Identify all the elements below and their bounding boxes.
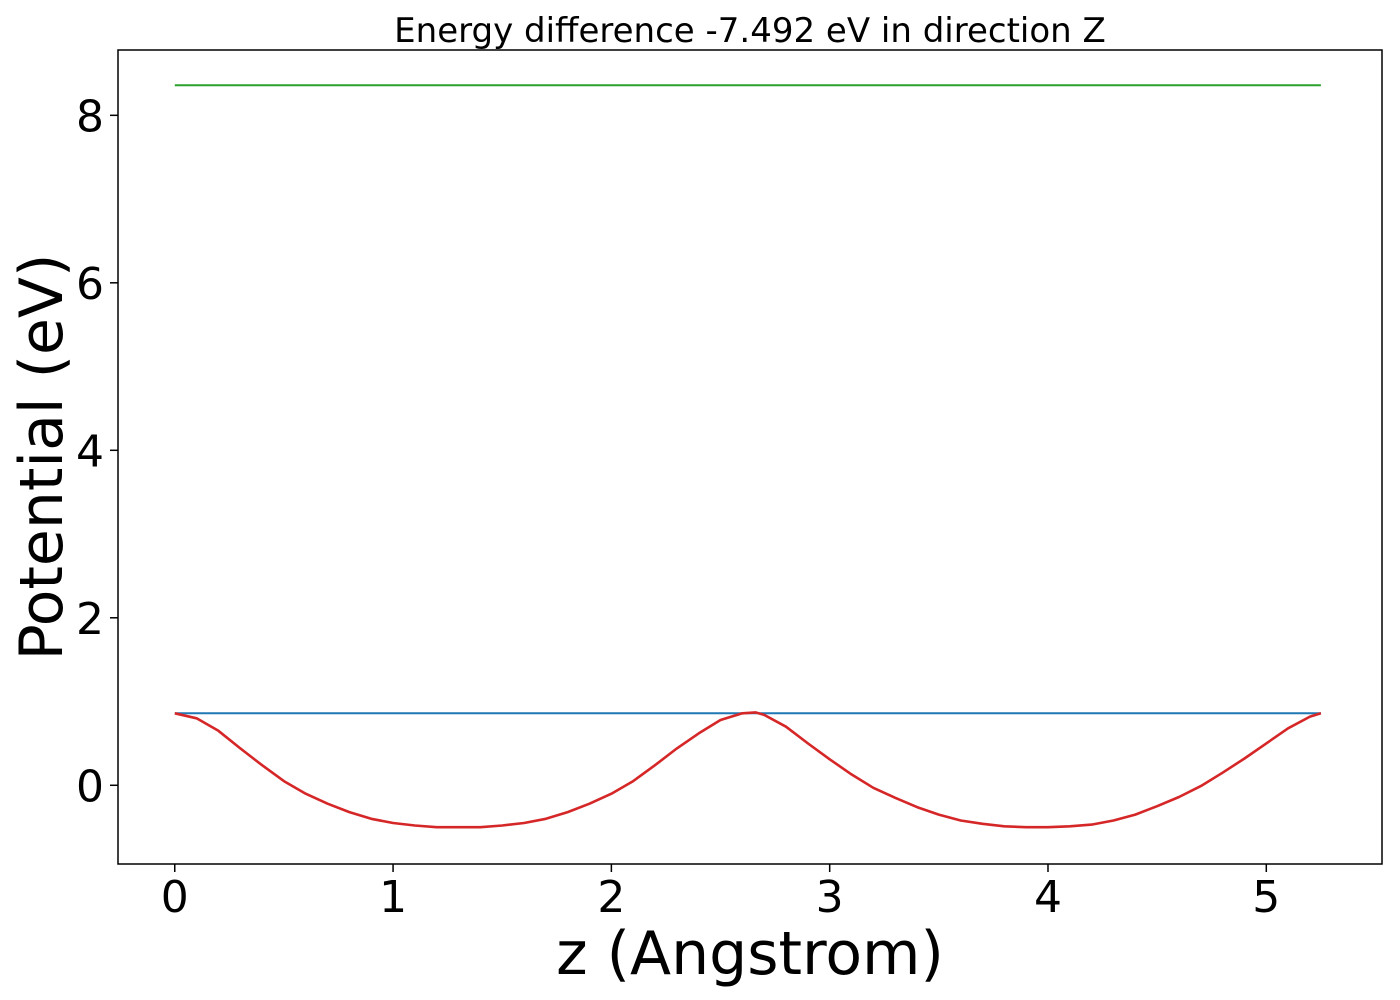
- x-tick-label: 5: [1252, 872, 1280, 923]
- y-tick-label: 2: [76, 594, 104, 645]
- x-axis-label: z (Angstrom): [556, 919, 944, 989]
- x-tick-label: 2: [597, 872, 625, 923]
- y-tick-label: 6: [76, 259, 104, 310]
- chart-title: Energy difference -7.492 eV in direction…: [394, 11, 1106, 51]
- y-axis-label: Potential (eV): [7, 254, 77, 661]
- x-tick-label: 1: [379, 872, 407, 923]
- y-axis-ticks: 0 2 4 6 8: [76, 91, 118, 812]
- x-tick-label: 3: [816, 872, 844, 923]
- y-tick-label: 8: [76, 91, 104, 142]
- x-tick-label: 0: [161, 872, 189, 923]
- x-tick-label: 4: [1034, 872, 1062, 923]
- x-axis-ticks: 0 1 2 3 4 5: [161, 864, 1280, 923]
- plot-frame: [117, 49, 1383, 865]
- y-tick-label: 4: [76, 426, 104, 477]
- series-layer: [174, 84, 1322, 829]
- y-tick-label: 0: [76, 761, 104, 812]
- series-line-3: [174, 711, 1322, 829]
